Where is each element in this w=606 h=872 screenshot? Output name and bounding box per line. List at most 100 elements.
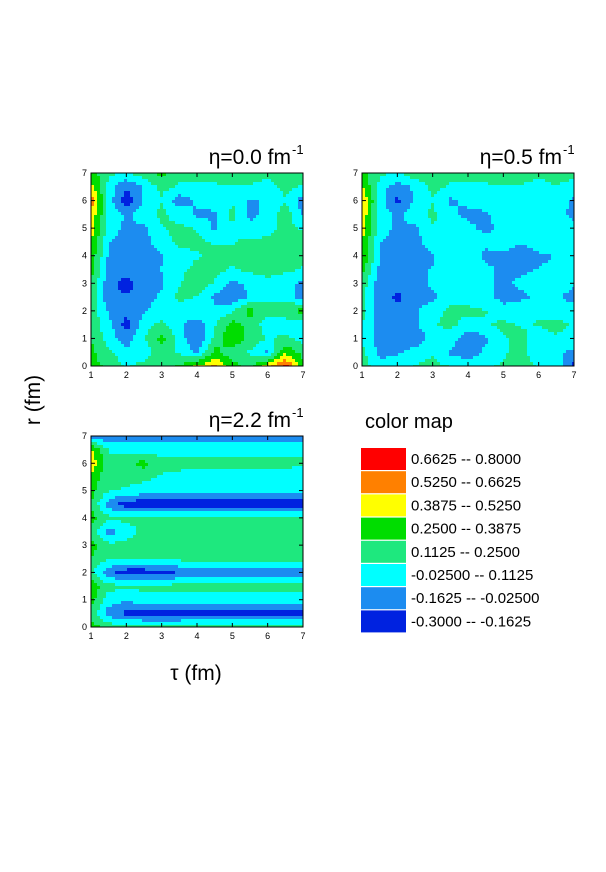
contour-cell: [211, 218, 215, 222]
contour-cell: [253, 209, 257, 213]
contour-cell: [289, 266, 293, 270]
contour-cell: [292, 203, 296, 207]
contour-cell: [262, 206, 266, 210]
contour-cell: [163, 296, 167, 300]
contour-cell: [244, 287, 248, 291]
contour-cell: [232, 203, 236, 207]
contour-cell: [220, 314, 224, 318]
contour-cell: [142, 311, 146, 315]
contour-cell: [250, 341, 254, 345]
contour-cell: [422, 176, 426, 180]
contour-cell: [94, 233, 98, 237]
contour-cell: [256, 257, 260, 261]
contour-cell: [286, 191, 290, 195]
contour-cell: [151, 275, 155, 279]
contour-cell: [124, 299, 128, 303]
contour-cell: [283, 191, 287, 195]
contour-cell: [130, 254, 134, 258]
contour-cell: [277, 209, 281, 213]
contour-cell: [148, 305, 152, 309]
contour-cell: [229, 341, 233, 345]
contour-cell: [91, 218, 95, 222]
contour-cell: [145, 176, 149, 180]
contour-cell: [289, 299, 293, 303]
contour-cell: [265, 179, 269, 183]
contour-cell: [172, 281, 176, 285]
contour-cell: [386, 185, 390, 189]
contour-cell: [142, 263, 146, 267]
contour-cell: [100, 314, 104, 318]
contour-cell: [199, 245, 203, 249]
contour-cell: [223, 212, 227, 216]
contour-cell: [253, 275, 257, 279]
contour-cell: [208, 281, 212, 285]
contour-cell: [283, 215, 287, 219]
contour-cell: [506, 182, 510, 186]
contour-cell: [178, 347, 182, 351]
contour-cell: [262, 272, 266, 276]
contour-cell: [268, 320, 272, 324]
contour-cell: [268, 245, 272, 249]
contour-cell: [145, 257, 149, 261]
contour-cell: [274, 332, 278, 336]
contour-cell: [136, 335, 140, 339]
contour-cell: [241, 248, 245, 252]
contour-cell: [199, 359, 203, 363]
contour-cell: [259, 236, 263, 240]
contour-cell: [238, 236, 242, 240]
contour-cell: [175, 284, 179, 288]
contour-cell: [214, 284, 218, 288]
contour-cell: [280, 338, 284, 342]
contour-cell: [256, 185, 260, 189]
contour-cell: [166, 218, 170, 222]
contour-cell: [295, 365, 299, 366]
contour-cell: [226, 311, 230, 315]
contour-cell: [211, 185, 215, 189]
contour-cell: [298, 227, 302, 231]
contour-cell: [268, 317, 272, 321]
contour-cell: [94, 308, 98, 312]
contour-cell: [136, 185, 140, 189]
contour-cell: [112, 245, 116, 249]
contour-cell: [118, 278, 122, 282]
contour-cell: [196, 359, 200, 363]
contour-cell: [109, 218, 113, 222]
contour-cell: [124, 359, 128, 363]
contour-cell: [184, 245, 188, 249]
contour-cell: [473, 176, 477, 180]
contour-cell: [160, 227, 164, 231]
contour-cell: [509, 182, 513, 186]
contour-cell: [112, 323, 116, 327]
contour-cell: [223, 203, 227, 207]
contour-cell: [265, 299, 269, 303]
contour-cell: [256, 296, 260, 300]
contour-cell: [157, 272, 161, 276]
contour-cell: [97, 206, 101, 210]
contour-cell: [298, 311, 302, 315]
contour-cell: [133, 269, 137, 273]
contour-cell: [118, 242, 122, 246]
contour-cell: [118, 254, 122, 258]
contour-cell: [106, 269, 110, 273]
contour-cell: [202, 296, 206, 300]
contour-cell: [160, 179, 164, 183]
contour-cell: [232, 266, 236, 270]
contour-cell: [115, 173, 119, 177]
contour-cell: [238, 251, 242, 255]
contour-cell: [172, 338, 176, 342]
contour-cell: [100, 251, 104, 255]
contour-cell: [274, 248, 278, 252]
contour-cell: [91, 194, 95, 198]
contour-cell: [112, 344, 116, 348]
contour-cell: [265, 194, 269, 198]
contour-cell: [250, 188, 254, 192]
contour-cell: [193, 245, 197, 249]
contour-cell: [184, 206, 188, 210]
contour-cell: [127, 179, 131, 183]
contour-cell: [298, 341, 302, 345]
contour-cell: [127, 236, 131, 240]
contour-cell: [268, 185, 272, 189]
contour-cell: [223, 233, 227, 237]
contour-cell: [277, 365, 281, 366]
contour-cell: [184, 278, 188, 282]
